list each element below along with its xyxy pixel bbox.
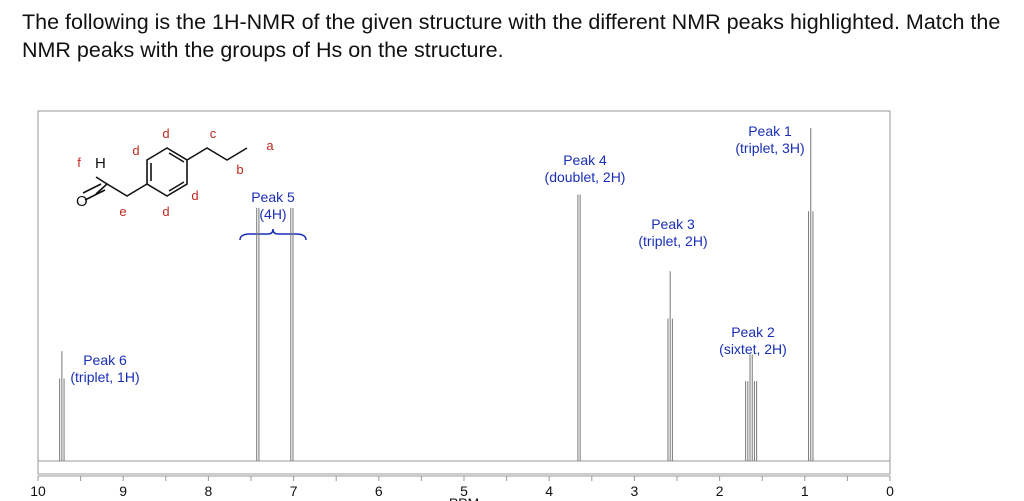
aldehyde-chain bbox=[95, 183, 148, 197]
x-tick-label: 3 bbox=[631, 483, 639, 499]
x-tick-label: 10 bbox=[30, 483, 46, 499]
peak-multiplicity: (triplet, 3H) bbox=[735, 140, 804, 156]
x-tick-label: 0 bbox=[886, 483, 894, 499]
label-d: d bbox=[162, 126, 169, 141]
label-b: b bbox=[236, 162, 243, 177]
peak-multiplicity: (4H) bbox=[259, 206, 286, 222]
structure bbox=[82, 147, 248, 201]
x-tick-label: 2 bbox=[716, 483, 724, 499]
x-tick-label: 8 bbox=[205, 483, 213, 499]
propyl-chain bbox=[186, 147, 248, 161]
peak5-bracket bbox=[239, 228, 307, 241]
peak-multiplicity: (sixtet, 2H) bbox=[719, 341, 787, 357]
peak-multiplicity: (doublet, 2H) bbox=[545, 169, 626, 185]
plot-frame bbox=[37, 110, 891, 475]
peak-label: Peak 4 bbox=[563, 152, 607, 168]
label-d: d bbox=[191, 188, 198, 203]
peak-multiplicity: (triplet, 1H) bbox=[70, 369, 139, 385]
x-axis-label: PPM bbox=[449, 495, 479, 501]
label-c: c bbox=[210, 126, 217, 141]
peak-label: Peak 2 bbox=[731, 324, 775, 340]
x-tick-label: 9 bbox=[119, 483, 127, 499]
peak-multiplicity: (triplet, 2H) bbox=[638, 233, 707, 249]
peak-label: Peak 3 bbox=[651, 216, 695, 232]
label-e: e bbox=[119, 204, 126, 219]
label-d: d bbox=[132, 143, 139, 158]
peak-label: Peak 1 bbox=[748, 123, 792, 139]
benzene-ring bbox=[146, 147, 188, 197]
x-tick-label: 5 bbox=[460, 483, 468, 499]
label-f: f bbox=[77, 155, 81, 170]
peak-label: Peak 5 bbox=[251, 189, 295, 205]
hydrogen-label: H bbox=[95, 155, 106, 172]
label-a: a bbox=[266, 138, 274, 153]
peak-label: Peak 6 bbox=[83, 352, 127, 368]
x-tick-label: 7 bbox=[290, 483, 298, 499]
oxygen-label: O bbox=[76, 193, 88, 210]
x-tick-label: 6 bbox=[375, 483, 383, 499]
x-tick-label: 1 bbox=[801, 483, 809, 499]
question-text: The following is the 1H-NMR of the given… bbox=[22, 10, 1001, 62]
label-d: d bbox=[162, 204, 169, 219]
x-tick-label: 4 bbox=[545, 483, 553, 499]
